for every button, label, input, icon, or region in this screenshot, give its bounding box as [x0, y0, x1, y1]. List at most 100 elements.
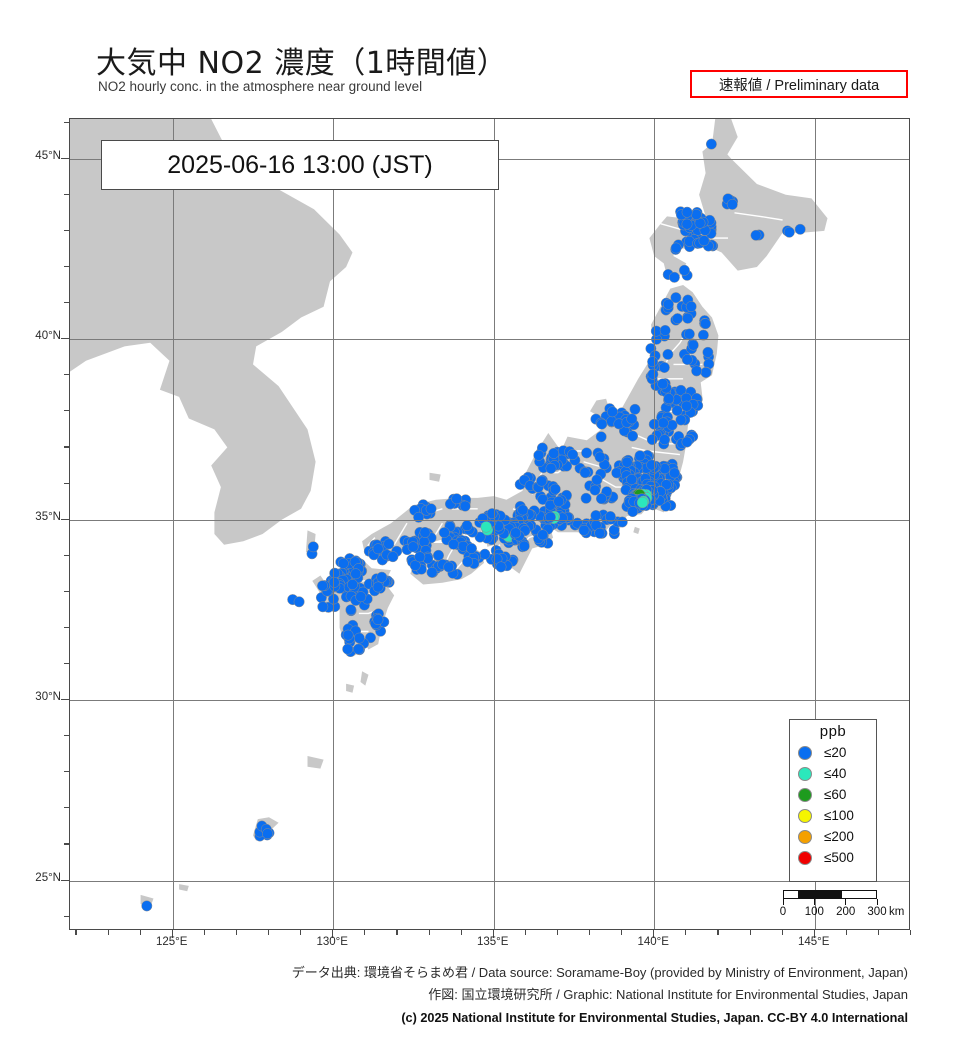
station-point[interactable]	[657, 378, 669, 390]
station-point[interactable]	[461, 520, 473, 532]
station-point[interactable]	[350, 568, 362, 580]
station-point[interactable]	[702, 346, 714, 358]
station-point[interactable]	[553, 496, 565, 507]
station-point[interactable]	[345, 604, 357, 616]
station-point[interactable]	[726, 198, 738, 210]
station-point[interactable]	[578, 524, 590, 536]
station-point[interactable]	[353, 632, 365, 644]
station-point[interactable]	[672, 313, 683, 325]
station-point[interactable]	[662, 348, 674, 360]
station-point[interactable]	[681, 354, 693, 366]
station-point[interactable]	[353, 643, 364, 655]
station-point[interactable]	[646, 434, 658, 446]
station-point[interactable]	[419, 526, 431, 538]
station-point[interactable]	[681, 218, 693, 230]
station-point[interactable]	[670, 292, 682, 304]
station-point[interactable]	[681, 206, 693, 218]
station-point[interactable]	[616, 516, 628, 528]
station-point[interactable]	[262, 828, 273, 840]
station-point[interactable]	[659, 434, 671, 446]
station-point[interactable]	[663, 393, 675, 405]
station-point[interactable]	[462, 556, 474, 568]
station-point[interactable]	[659, 324, 671, 336]
station-point[interactable]	[383, 538, 395, 550]
station-point[interactable]	[328, 576, 340, 588]
station-point[interactable]	[636, 496, 649, 509]
station-point[interactable]	[606, 406, 618, 418]
station-point[interactable]	[293, 596, 305, 608]
station-point[interactable]	[409, 559, 421, 571]
station-point[interactable]	[518, 540, 530, 552]
station-point[interactable]	[595, 431, 607, 443]
station-point[interactable]	[451, 493, 463, 505]
station-point[interactable]	[685, 301, 697, 312]
station-point[interactable]	[670, 242, 682, 254]
station-point[interactable]	[443, 561, 455, 573]
station-point[interactable]	[627, 506, 639, 518]
station-point[interactable]	[418, 536, 430, 548]
station-point[interactable]	[675, 414, 687, 426]
station-point[interactable]	[634, 450, 646, 462]
legend-entry[interactable]: ≤100	[790, 805, 876, 826]
station-point[interactable]	[794, 223, 806, 235]
station-point[interactable]	[681, 436, 693, 448]
station-point[interactable]	[342, 643, 354, 655]
station-point[interactable]	[479, 548, 491, 560]
station-point[interactable]	[700, 318, 711, 330]
station-point[interactable]	[537, 529, 549, 541]
legend-entry[interactable]: ≤40	[790, 763, 876, 784]
station-point[interactable]	[690, 209, 702, 220]
station-point[interactable]	[668, 271, 680, 283]
legend-entry[interactable]: ≤200	[790, 826, 876, 847]
station-point[interactable]	[545, 511, 556, 523]
station-point[interactable]	[626, 474, 638, 485]
station-point[interactable]	[533, 449, 545, 461]
station-point[interactable]	[700, 367, 712, 378]
station-point[interactable]	[783, 226, 795, 238]
station-point[interactable]	[376, 571, 388, 583]
station-point[interactable]	[307, 541, 319, 553]
station-point[interactable]	[466, 543, 477, 554]
station-point[interactable]	[580, 492, 592, 504]
station-point[interactable]	[594, 451, 606, 463]
station-point[interactable]	[705, 138, 717, 150]
station-point[interactable]	[425, 503, 437, 515]
station-point[interactable]	[604, 511, 616, 522]
station-point[interactable]	[548, 447, 560, 459]
station-point[interactable]	[317, 580, 328, 592]
station-point[interactable]	[658, 362, 670, 373]
station-point[interactable]	[675, 384, 687, 396]
station-point[interactable]	[594, 527, 606, 539]
station-point[interactable]	[141, 900, 153, 912]
station-point[interactable]	[337, 557, 349, 569]
station-point[interactable]	[671, 405, 683, 416]
station-point[interactable]	[426, 566, 438, 578]
station-point[interactable]	[698, 235, 710, 247]
station-point[interactable]	[474, 531, 486, 543]
station-point[interactable]	[480, 521, 492, 533]
station-point[interactable]	[697, 329, 709, 341]
station-point[interactable]	[595, 493, 607, 505]
station-point[interactable]	[581, 447, 593, 459]
station-point[interactable]	[448, 538, 460, 550]
station-point[interactable]	[687, 339, 699, 351]
station-point[interactable]	[495, 561, 507, 573]
station-point[interactable]	[678, 264, 690, 276]
station-point[interactable]	[589, 484, 601, 496]
station-point[interactable]	[372, 614, 384, 626]
station-point[interactable]	[413, 511, 425, 523]
station-point[interactable]	[662, 298, 674, 310]
station-point[interactable]	[647, 368, 659, 380]
station-point[interactable]	[407, 541, 419, 553]
map-plot-area[interactable]	[69, 118, 910, 930]
station-point[interactable]	[329, 567, 341, 579]
station-point[interactable]	[372, 581, 384, 593]
station-point[interactable]	[647, 356, 659, 368]
station-point[interactable]	[691, 365, 703, 377]
station-point[interactable]	[414, 551, 426, 563]
legend-entry[interactable]: ≤20	[790, 742, 876, 763]
station-point[interactable]	[372, 543, 384, 555]
station-point[interactable]	[621, 456, 633, 468]
station-point[interactable]	[657, 417, 669, 429]
station-point[interactable]	[681, 400, 693, 412]
